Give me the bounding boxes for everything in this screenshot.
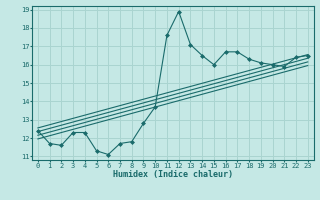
X-axis label: Humidex (Indice chaleur): Humidex (Indice chaleur) xyxy=(113,170,233,179)
